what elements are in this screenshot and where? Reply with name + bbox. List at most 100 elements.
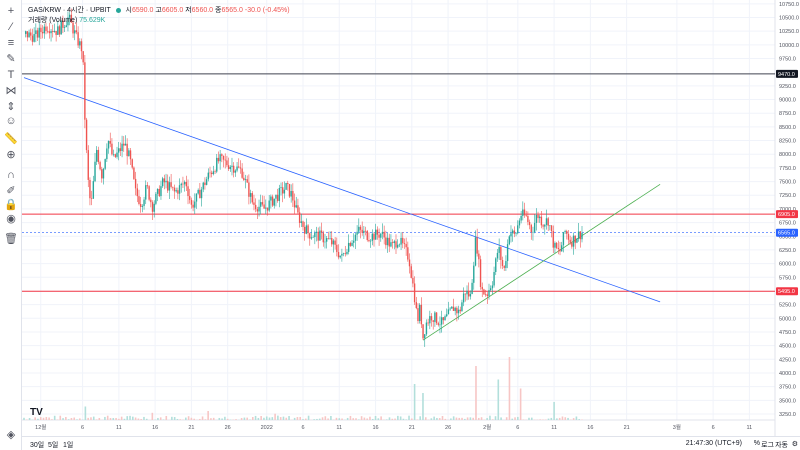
candle-body [62, 20, 64, 28]
volume-bar [517, 416, 519, 420]
trash-icon[interactable]: 🗑 [4, 233, 18, 245]
candle-body [577, 231, 580, 239]
candle-body [263, 204, 265, 209]
volume-bar [159, 417, 162, 420]
candle-body [380, 233, 382, 238]
price-chart[interactable]: 10750.0 10500.0 10250.0 10000.0 9750.0 9250.0… [22, 0, 800, 436]
volume-bar [173, 417, 176, 420]
candle-body [525, 215, 527, 216]
candle-body [567, 233, 570, 240]
lock-icon[interactable]: 🔒 [4, 199, 18, 211]
candle-body [437, 323, 439, 325]
candle-body [473, 265, 475, 283]
candle-body [167, 180, 169, 191]
percent-toggle[interactable]: % [753, 440, 760, 447]
symbol-title[interactable]: GAS/KRW · 4시간 · UPBIT [28, 7, 111, 14]
volume-bar [87, 417, 89, 420]
candle-body [542, 225, 544, 227]
candle-body [506, 244, 509, 262]
candle-body [305, 225, 308, 234]
candle-body [544, 224, 546, 227]
candle-body [209, 172, 211, 174]
volume-bar [338, 418, 341, 420]
candle-body [552, 231, 554, 248]
emoji-icon[interactable]: ☺ [5, 115, 17, 127]
zoom-icon[interactable]: ⊕ [6, 149, 16, 161]
trend-line-downtrend[interactable] [23, 77, 661, 303]
timeframe-5d[interactable]: 5일 [48, 442, 59, 449]
candle-body [84, 62, 86, 120]
clock[interactable]: 21:47:30 (UTC+9) [685, 440, 742, 447]
volume-bar [120, 416, 123, 420]
volume-bar [274, 413, 276, 420]
candle-body [55, 30, 57, 35]
volume-bar [419, 416, 421, 420]
candle-body [483, 289, 485, 295]
settings-gear-icon[interactable]: ⚙ [791, 441, 798, 448]
candle-body [194, 201, 196, 208]
candle-body [309, 233, 311, 239]
layers-icon[interactable]: ◈ [6, 429, 16, 441]
magnet-icon[interactable]: ∩ [7, 169, 15, 181]
volume-bar [550, 417, 553, 420]
volume-bar [321, 417, 324, 420]
lock-draw-icon[interactable]: ✐ [6, 185, 16, 197]
volume-bar [486, 418, 488, 420]
fib-icon[interactable]: ≡ [7, 37, 15, 49]
volume-label[interactable]: 거래량 (Volume) [28, 17, 78, 24]
candle-body [104, 159, 106, 169]
volume-bar [441, 416, 444, 420]
volume-bar [346, 417, 349, 420]
time-tick-label: 6 [81, 425, 84, 431]
pattern-icon[interactable]: ⋈ [5, 85, 17, 97]
timeframe-30d[interactable]: 30일 [30, 442, 45, 449]
candle-body [334, 240, 336, 245]
volume-bar [285, 417, 288, 420]
brush-icon[interactable]: ✎ [6, 53, 16, 65]
candle-body [297, 205, 299, 213]
candle-body [79, 41, 81, 46]
candle-body [402, 237, 404, 244]
candle-body [315, 231, 318, 233]
symbol-legend: GAS/KRW · 4시간 · UPBIT 시6590.0 고6605.0 저6… [28, 5, 290, 15]
text-icon[interactable]: T [7, 69, 15, 81]
candle-body [99, 162, 101, 170]
volume-bar [500, 417, 502, 420]
measure-icon[interactable]: ⇕ [6, 101, 16, 113]
eye-icon[interactable]: ◉ [6, 213, 16, 225]
time-tick-label: 6 [712, 425, 715, 431]
candle-body [312, 237, 314, 238]
volume-bar [578, 419, 581, 420]
volume-bar [388, 417, 391, 420]
volume-bar [268, 417, 271, 420]
candle-body [143, 199, 145, 206]
log-toggle[interactable]: 로그 [761, 442, 774, 449]
candle-body [302, 221, 304, 227]
candle-body [253, 202, 255, 205]
volume-bar [416, 419, 419, 420]
trend-line-icon[interactable]: ⁄ [10, 21, 12, 33]
candle-body [238, 166, 240, 168]
volume-bar [455, 417, 458, 420]
candle-body [442, 317, 445, 321]
candle-body [261, 202, 264, 205]
candle-body [489, 288, 492, 291]
candle-body [405, 244, 407, 248]
candle-body [266, 207, 269, 211]
price-tick-label: 8500.0 [779, 125, 796, 131]
high-value: 6605.0 [161, 7, 184, 14]
crosshair-icon[interactable]: + [7, 5, 15, 17]
auto-toggle[interactable]: 자동 [775, 442, 788, 449]
tradingview-logo-icon[interactable]: TV [30, 407, 43, 418]
price-label-box [776, 228, 798, 237]
candle-body [478, 253, 480, 260]
trend-line-uptrend[interactable] [422, 183, 661, 341]
candle-body [216, 157, 218, 172]
ruler-icon[interactable]: 📏 [4, 133, 18, 145]
volume-bar [327, 418, 329, 420]
timeframe-1d[interactable]: 1일 [63, 442, 74, 449]
volume-bar [185, 417, 187, 420]
candle-body [282, 187, 284, 194]
candle-body [155, 193, 157, 204]
candle-body [148, 186, 150, 200]
